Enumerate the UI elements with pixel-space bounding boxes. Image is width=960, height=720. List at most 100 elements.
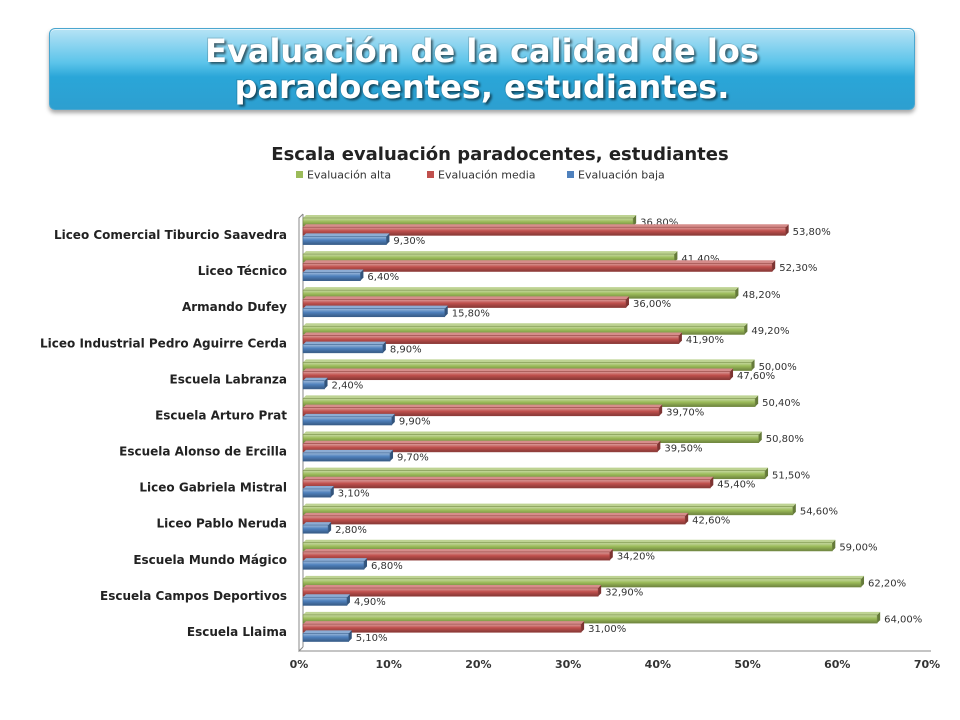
chart-axes: 0% 10% 20% 30% 40% 50% 60% 70% Liceo Comercial T… xyxy=(40,213,940,671)
bar-baja xyxy=(302,380,325,390)
bar-top-alta xyxy=(303,611,881,615)
bar-side-alta xyxy=(751,359,755,371)
x-tick-label: 70% xyxy=(914,658,940,671)
category-label: Liceo Gabriela Mistral xyxy=(139,481,287,495)
bar-baja xyxy=(302,344,384,354)
data-label-baja: 15,80% xyxy=(452,308,490,319)
x-tick-label: 40% xyxy=(645,658,671,671)
data-label-media: 36,00% xyxy=(633,299,671,310)
bar-side-alta xyxy=(758,431,762,443)
bar-side-media xyxy=(685,512,689,525)
bar-side-alta xyxy=(735,287,739,299)
category-label: Escuela Campos Deportivos xyxy=(100,589,287,603)
data-label-baja: 4,90% xyxy=(354,597,386,608)
bar-top-alta xyxy=(303,395,759,399)
category-label: Escuela Llaima xyxy=(187,625,287,639)
category-label: Liceo Industrial Pedro Aguirre Cerda xyxy=(40,336,287,350)
bar-side-media xyxy=(609,548,613,561)
bar-top-baja xyxy=(303,594,350,598)
x-tick-label: 10% xyxy=(376,658,402,671)
data-label-media: 45,40% xyxy=(717,479,755,490)
data-label-baja: 2,80% xyxy=(335,525,367,536)
bar-top-baja xyxy=(303,269,364,273)
bar-top-media xyxy=(303,368,734,372)
bar-top-media xyxy=(303,260,776,264)
data-label-alta: 62,20% xyxy=(868,579,906,590)
page-title: Evaluación de la calidad de los paradoce… xyxy=(205,32,759,106)
bar-media xyxy=(302,299,627,308)
data-label-baja: 9,90% xyxy=(399,417,431,428)
data-label-alta: 51,50% xyxy=(772,470,810,481)
bar-side-baja xyxy=(360,269,364,281)
bar-top-baja xyxy=(303,413,395,417)
bar-side-baja xyxy=(382,341,386,353)
bar-media xyxy=(302,623,582,633)
bar-top-baja xyxy=(303,522,332,526)
bar-side-alta xyxy=(765,467,769,479)
data-label-alta: 50,00% xyxy=(759,362,797,373)
bar-side-baja xyxy=(444,305,448,317)
bar-media xyxy=(302,551,611,561)
bar-top-baja xyxy=(303,485,334,489)
category-label: Escuela Labranza xyxy=(170,372,288,386)
category-label: Liceo Comercial Tiburcio Saavedra xyxy=(54,228,287,242)
data-label-media: 52,30% xyxy=(779,263,817,274)
category-label: Armando Dufey xyxy=(182,300,287,314)
bar-side-alta xyxy=(755,395,759,407)
data-label-alta: 64,00% xyxy=(884,615,922,626)
data-label-baja: 8,90% xyxy=(390,344,422,355)
bar-top-alta xyxy=(303,539,836,543)
legend-label-media: Evaluación media xyxy=(438,169,536,182)
bar-side-alta xyxy=(674,251,678,263)
bar-top-alta xyxy=(303,215,637,218)
title-banner: Evaluación de la calidad de los paradoce… xyxy=(49,28,915,110)
bar-top-media xyxy=(303,621,585,625)
data-label-alta: 50,80% xyxy=(766,434,804,445)
bar-top-baja xyxy=(303,630,352,634)
bar-top-media xyxy=(303,332,682,336)
bar-top-baja xyxy=(303,449,394,453)
bar-top-media xyxy=(303,476,714,480)
bar-top-alta xyxy=(303,431,762,435)
bar-side-baja xyxy=(391,413,395,426)
bar-side-baja xyxy=(348,630,352,642)
bar-side-media xyxy=(710,476,714,488)
bar-top-media xyxy=(303,548,613,552)
category-label: Escuela Mundo Mágico xyxy=(133,553,287,567)
bar-baja xyxy=(302,596,348,606)
bar-baja xyxy=(302,488,332,498)
bar-top-alta xyxy=(303,503,796,507)
category-label: Escuela Alonso de Ercilla xyxy=(119,445,287,459)
bar-side-alta xyxy=(792,503,796,515)
bar-media xyxy=(302,515,686,525)
bar-top-media xyxy=(303,404,663,408)
x-tick-label: 0% xyxy=(290,658,309,671)
bar-side-alta xyxy=(861,575,865,588)
bar-side-media xyxy=(625,296,629,308)
data-label-baja: 9,70% xyxy=(397,453,429,464)
data-label-baja: 6,80% xyxy=(371,561,403,572)
bar-baja xyxy=(302,560,365,570)
bar-top-media xyxy=(303,585,602,589)
x-tick-label: 30% xyxy=(555,658,581,671)
bar-baja xyxy=(302,308,446,318)
bar-side-baja xyxy=(364,558,368,570)
bar-side-baja xyxy=(328,522,332,534)
bar-alta xyxy=(302,614,878,624)
bar-top-media xyxy=(303,224,789,228)
legend-label-baja: Evaluación baja xyxy=(578,169,665,182)
bar-side-media xyxy=(659,404,663,416)
bar-top-media xyxy=(303,512,689,516)
bar-baja xyxy=(302,452,391,462)
chart-bars: 36,80% 53,80% 9,30% 41,40% 52,30% 6,40% 48,20%… xyxy=(302,215,922,644)
bar-top-alta xyxy=(303,359,755,363)
category-label: Liceo Técnico xyxy=(198,264,287,278)
bar-side-media xyxy=(657,440,661,452)
bar-top-media xyxy=(303,296,629,300)
bar-side-media xyxy=(785,224,789,236)
data-label-media: 34,20% xyxy=(617,552,655,563)
bar-side-alta xyxy=(832,539,836,551)
data-label-alta: 54,60% xyxy=(800,506,838,517)
bar-baja xyxy=(302,236,387,245)
